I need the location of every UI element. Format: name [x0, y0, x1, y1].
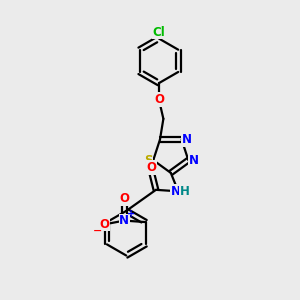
Text: N: N	[189, 154, 199, 167]
Text: N: N	[171, 185, 181, 198]
Text: O: O	[146, 161, 157, 174]
Text: −: −	[93, 226, 102, 236]
Text: O: O	[119, 192, 129, 206]
Text: S: S	[144, 154, 152, 167]
Text: N: N	[182, 133, 192, 146]
Text: H: H	[180, 185, 190, 198]
Text: N: N	[119, 214, 129, 227]
Text: +: +	[127, 209, 135, 219]
Text: Cl: Cl	[152, 26, 165, 38]
Text: O: O	[154, 93, 164, 106]
Text: O: O	[99, 218, 109, 231]
